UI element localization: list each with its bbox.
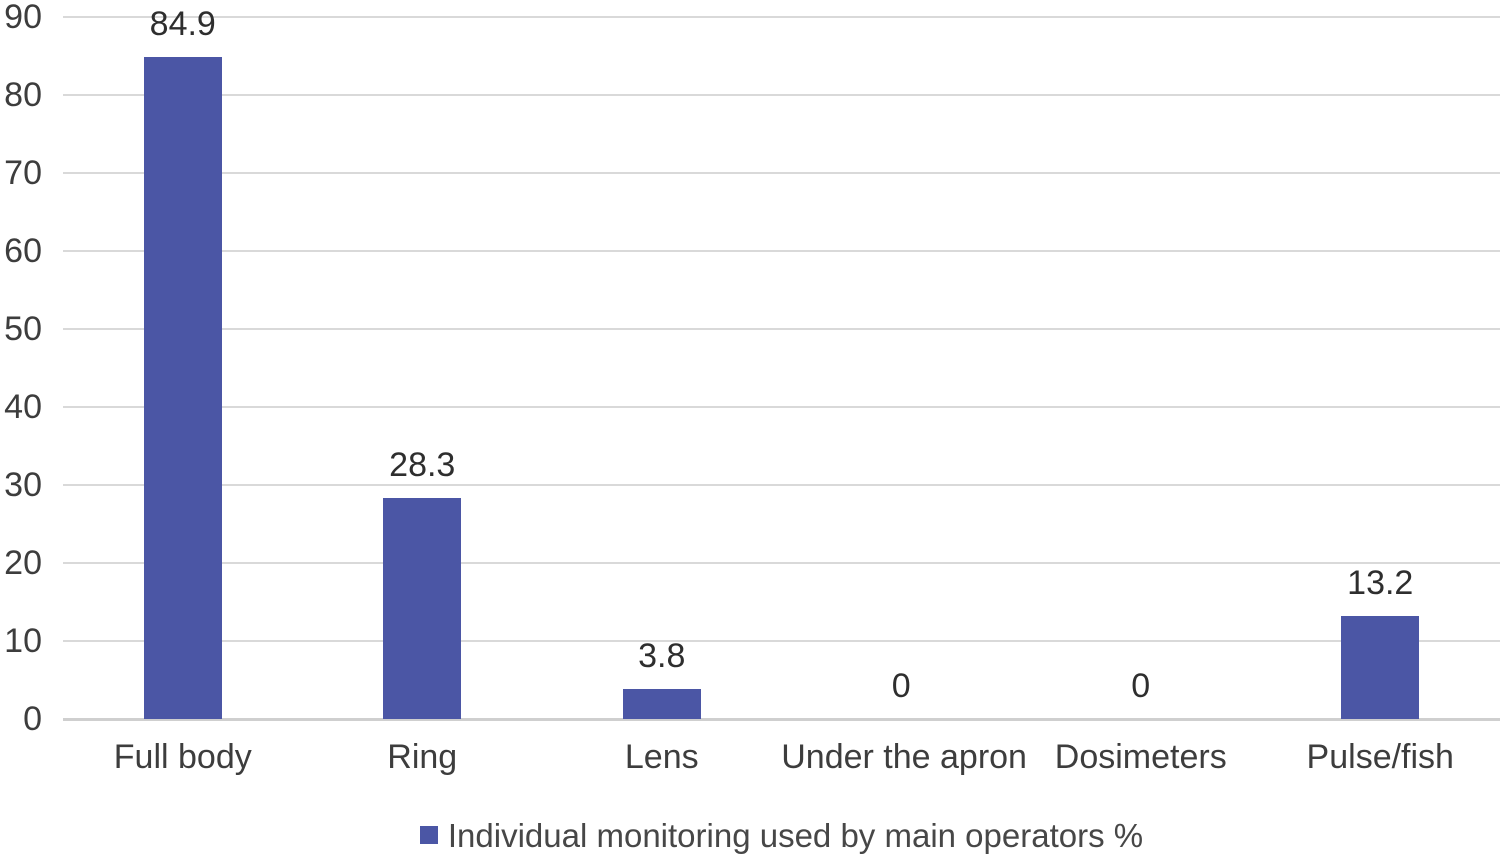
x-axis-line [63,718,1500,721]
data-label-pulse-fish: 13.2 [1347,564,1414,603]
y-axis-tick-label-30: 30 [4,466,42,504]
gridline-y40 [63,406,1500,408]
x-axis-category-label-ring: Ring [387,738,458,776]
x-axis-category-label-pulse-fish: Pulse/fish [1306,738,1454,776]
legend-marker-square [419,826,438,844]
bar-ring [383,498,462,719]
x-axis-category-label-dosimeters: Dosimeters [1054,738,1227,776]
y-axis-tick-label-0: 0 [23,700,42,738]
y-axis-tick-label-90: 90 [4,0,42,36]
data-label-full-body: 84.9 [149,4,216,43]
y-axis-tick-label-50: 50 [4,310,42,348]
bar-lens [622,689,701,719]
gridline-y60 [63,250,1500,252]
data-label-ring: 28.3 [389,446,456,485]
data-label-lens: 3.8 [638,637,686,676]
x-axis-category-label-lens: Lens [624,738,699,776]
x-axis-category-label-under-the-apron: Under the apron [781,738,1027,776]
gridline-y50 [63,328,1500,330]
y-axis-tick-label-10: 10 [4,622,42,660]
gridline-y80 [63,94,1500,96]
bar-pulse-fish [1341,616,1420,719]
bar-full-body [143,56,222,719]
gridline-y70 [63,172,1500,174]
legend-label: Individual monitoring used by main opera… [447,816,1144,854]
gridline-y30 [63,484,1500,486]
y-axis-tick-label-40: 40 [4,388,42,426]
y-axis-tick-label-80: 80 [4,76,42,114]
gridline-y90 [63,16,1500,18]
data-label-dosimeters: 0 [1131,667,1151,705]
gridline-y10 [63,640,1500,642]
y-axis-tick-label-20: 20 [4,544,42,582]
x-axis-category-label-full-body: Full body [113,738,252,776]
y-axis-tick-label-60: 60 [4,232,42,270]
y-axis-tick-label-70: 70 [4,154,42,192]
legend: Individual monitoring used by main opera… [63,814,1500,856]
gridline-y20 [63,562,1500,564]
data-label-under-the-apron: 0 [891,667,911,705]
